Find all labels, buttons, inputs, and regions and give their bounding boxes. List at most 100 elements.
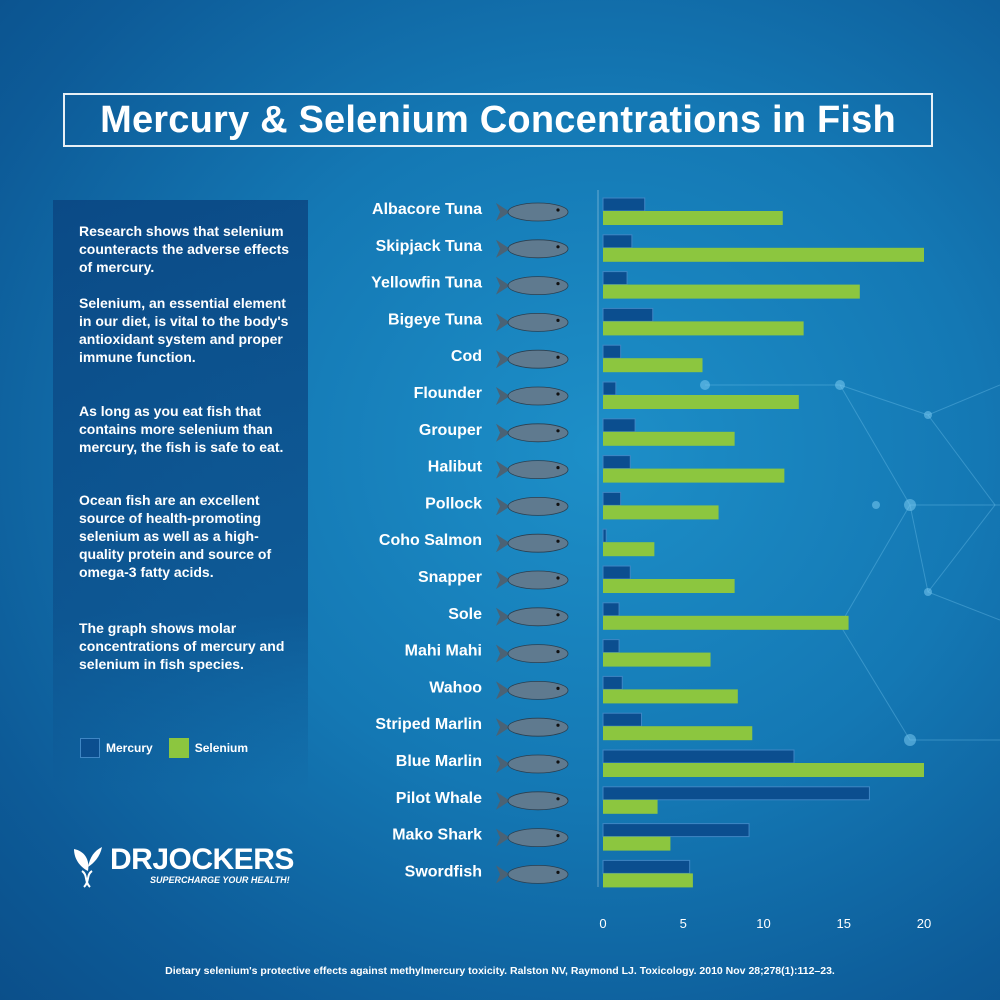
selenium-bar-swordfish	[603, 873, 693, 888]
category-label-yellowfin-tuna: Yellowfin Tuna	[371, 275, 482, 292]
info-paragraph-2: Selenium, an essential element in our di…	[79, 295, 289, 365]
mercury-bar-striped-marlin	[602, 712, 643, 727]
category-label-striped-marlin: Striped Marlin	[375, 716, 482, 733]
mercury-bar-mako-shark	[602, 823, 750, 838]
category-label-blue-marlin: Blue Marlin	[396, 753, 482, 770]
info-paragraph-3: As long as you eat fish that contains mo…	[79, 403, 284, 455]
category-label-coho-salmon: Coho Salmon	[379, 532, 482, 549]
category-label-snapper: Snapper	[418, 569, 482, 586]
category-label-mako-shark: Mako Shark	[392, 827, 482, 844]
category-label-cod: Cod	[451, 348, 482, 365]
selenium-bar-mahi-mahi	[603, 652, 711, 667]
leaf-dna-icon	[74, 847, 102, 888]
legend-label-selenium: Selenium	[194, 741, 249, 755]
legend-swatch-mercury	[80, 738, 100, 758]
fish-icon-mahi-mahi	[496, 644, 569, 663]
category-label-albacore-tuna: Albacore Tuna	[372, 201, 482, 218]
mercury-bar-cod	[602, 344, 622, 359]
mercury-bar-grouper	[602, 418, 636, 433]
category-label-pollock: Pollock	[425, 495, 482, 512]
x-tick-label-10: 10	[756, 916, 770, 931]
fish-icon-blue-marlin	[496, 754, 569, 774]
fish-icon-coho-salmon	[496, 533, 569, 553]
logo-name: DRJOCKERS	[110, 843, 294, 876]
logo-tagline: SUPERCHARGE YOUR HEALTH!	[150, 875, 290, 885]
x-tick-label-15: 15	[837, 916, 851, 931]
selenium-bar-flounder	[603, 395, 799, 409]
fish-icon-striped-marlin	[496, 717, 569, 737]
selenium-bar-striped-marlin	[603, 726, 753, 741]
mercury-bar-pollock	[602, 491, 622, 506]
fish-icon-mako-shark	[496, 828, 569, 847]
mercury-bar-coho-salmon	[602, 528, 607, 543]
selenium-bar-mako-shark	[603, 836, 671, 851]
fish-icon-pilot-whale	[496, 791, 569, 811]
legend-swatch-selenium	[168, 738, 189, 758]
x-tick-label-20: 20	[917, 916, 931, 931]
category-label-skipjack-tuna: Skipjack Tuna	[376, 238, 483, 255]
selenium-bar-pilot-whale	[603, 799, 658, 814]
selenium-bar-cod	[603, 358, 703, 373]
mercury-bar-snapper	[602, 565, 631, 580]
selenium-bar-halibut	[603, 468, 785, 483]
category-label-sole: Sole	[448, 606, 482, 623]
page-title: Mercury & Selenium Concentrations in Fis…	[100, 98, 896, 141]
fish-icon-snapper	[496, 570, 569, 590]
selenium-bar-albacore-tuna	[603, 211, 783, 225]
x-tick-label-0: 0	[599, 916, 606, 931]
fish-icon-flounder	[496, 386, 569, 406]
mercury-bar-pilot-whale	[602, 786, 870, 801]
category-label-swordfish: Swordfish	[405, 863, 482, 880]
chart-legend: Mercury Selenium	[80, 738, 264, 758]
fish-icon-wahoo	[496, 681, 569, 700]
fish-icon-skipjack-tuna	[496, 239, 569, 259]
category-label-wahoo: Wahoo	[429, 679, 482, 696]
mercury-bar-wahoo	[602, 675, 623, 690]
mercury-bar-blue-marlin	[602, 749, 795, 764]
category-label-grouper: Grouper	[419, 422, 482, 439]
mercury-bar-swordfish	[602, 859, 691, 874]
mercury-bar-skipjack-tuna	[602, 234, 633, 249]
info-paragraph-5: The graph shows molar concentrations of …	[79, 620, 285, 672]
selenium-bar-snapper	[603, 579, 735, 593]
info-paragraph-4: Ocean fish are an excellent source of he…	[79, 492, 272, 580]
mercury-bar-sole	[602, 602, 620, 617]
mercury-bar-bigeye-tuna	[602, 307, 654, 322]
fish-icon-grouper	[496, 423, 569, 443]
selenium-bar-yellowfin-tuna	[603, 284, 860, 299]
mercury-bar-yellowfin-tuna	[602, 271, 628, 286]
mercury-bar-albacore-tuna	[602, 197, 646, 212]
selenium-bar-blue-marlin	[603, 763, 924, 777]
fish-icon-yellowfin-tuna	[496, 276, 569, 296]
category-label-mahi-mahi: Mahi Mahi	[405, 643, 482, 660]
fish-icon-cod	[496, 349, 569, 369]
category-label-halibut: Halibut	[428, 459, 483, 476]
fish-icon-albacore-tuna	[496, 202, 569, 222]
selenium-bar-wahoo	[603, 689, 738, 704]
legend-label-mercury: Mercury	[106, 741, 153, 755]
fish-icon-pollock	[496, 496, 569, 516]
mercury-bar-halibut	[602, 455, 631, 470]
fish-icon-swordfish	[496, 865, 569, 884]
category-label-flounder: Flounder	[414, 385, 482, 402]
selenium-bar-coho-salmon	[603, 542, 655, 557]
fish-icon-halibut	[496, 460, 569, 480]
selenium-bar-grouper	[603, 431, 735, 446]
fish-icon-sole	[496, 607, 569, 627]
info-paragraph-1: Research shows that selenium counteracts…	[79, 223, 290, 275]
fish-icon-bigeye-tuna	[496, 312, 569, 332]
mercury-bar-flounder	[602, 381, 617, 396]
citation: Dietary selenium's protective effects ag…	[165, 965, 835, 977]
title-box: Mercury & Selenium Concentrations in Fis…	[63, 93, 933, 147]
info-panel: Research shows that selenium counteracts…	[53, 200, 308, 790]
selenium-bar-pollock	[603, 505, 719, 520]
mercury-bar-mahi-mahi	[602, 639, 620, 654]
drjockers-logo: DRJOCKERS SUPERCHARGE YOUR HEALTH!	[70, 843, 310, 891]
selenium-bar-skipjack-tuna	[603, 247, 924, 262]
category-label-pilot-whale: Pilot Whale	[396, 790, 482, 807]
x-tick-label-5: 5	[680, 916, 687, 931]
selenium-bar-sole	[603, 615, 849, 630]
category-label-bigeye-tuna: Bigeye Tuna	[388, 311, 482, 328]
